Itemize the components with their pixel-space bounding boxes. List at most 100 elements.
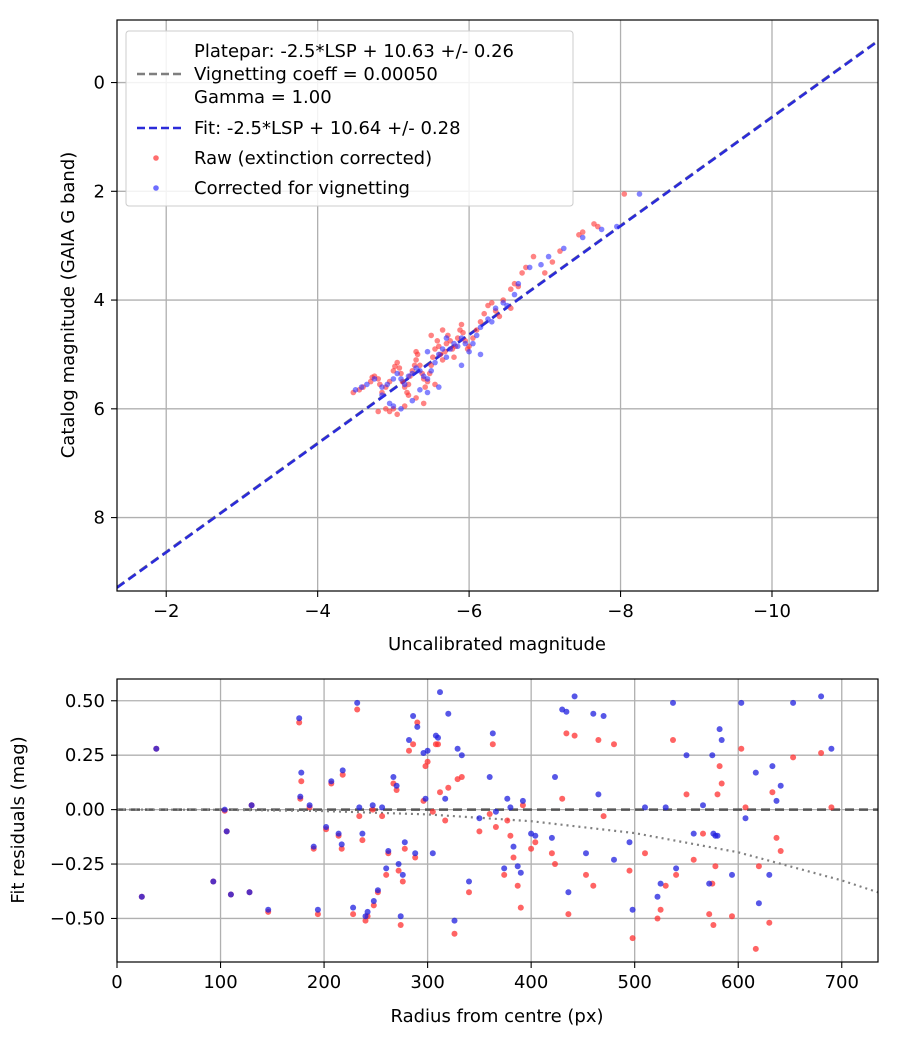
raw-point xyxy=(673,871,680,878)
raw-point xyxy=(370,902,377,909)
corrected-point xyxy=(350,904,357,911)
y-tick-label: 2 xyxy=(94,181,105,202)
corrected-point xyxy=(466,878,472,885)
corrected-point xyxy=(410,713,417,719)
corrected-point xyxy=(401,381,408,388)
raw-point xyxy=(565,911,572,918)
raw-point xyxy=(600,813,607,820)
corrected-point xyxy=(328,778,335,785)
raw-point xyxy=(514,882,521,889)
corrected-point xyxy=(504,795,511,802)
x-tick-label: 300 xyxy=(410,972,444,993)
corrected-point xyxy=(437,689,443,696)
raw-point xyxy=(369,806,376,813)
raw-point xyxy=(729,913,735,920)
corrected-point xyxy=(828,745,835,752)
raw-point xyxy=(571,732,578,739)
corrected-point xyxy=(443,354,450,361)
raw-point xyxy=(742,804,749,811)
corrected-point xyxy=(742,815,749,822)
corrected-point xyxy=(406,737,412,743)
corrected-point xyxy=(614,223,620,230)
corrected-point xyxy=(462,340,469,347)
raw-point xyxy=(714,791,721,798)
top-plot-frame xyxy=(116,19,879,592)
x-tick-label: −10 xyxy=(753,601,791,622)
corrected-point xyxy=(429,850,436,857)
corrected-point xyxy=(442,795,449,802)
raw-point xyxy=(517,904,524,911)
raw-point xyxy=(583,871,589,878)
corrected-point xyxy=(552,774,558,780)
corrected-point xyxy=(424,747,431,754)
legend-platepar-line2: Vignetting coeff = 0.00050 xyxy=(194,64,438,85)
raw-point xyxy=(504,817,511,824)
raw-point xyxy=(460,329,466,336)
corrected-point xyxy=(489,319,495,325)
raw-point xyxy=(424,758,431,765)
raw-point xyxy=(466,889,472,896)
raw-point xyxy=(394,411,401,418)
corrected-point xyxy=(565,889,572,896)
raw-point xyxy=(579,229,586,235)
corrected-point xyxy=(398,406,404,412)
corrected-point xyxy=(417,387,423,393)
raw-point xyxy=(393,787,400,793)
raw-point xyxy=(559,795,566,802)
corrected-point xyxy=(545,253,552,260)
raw-point xyxy=(434,338,441,344)
raw-point xyxy=(401,845,408,852)
raw-point xyxy=(356,813,363,820)
corrected-point xyxy=(306,802,313,809)
corrected-point xyxy=(364,381,370,388)
bottom-plot-ticks: 0 100 200 300 400 500 600 700 0.50 0.25 0.00 −0.25 −… xyxy=(50,691,859,993)
corrected-point xyxy=(489,730,496,737)
corrected-point xyxy=(477,324,484,331)
corrected-point xyxy=(371,376,378,382)
corrected-point xyxy=(424,389,431,396)
raw-point xyxy=(496,313,503,320)
raw-point xyxy=(683,791,690,798)
corrected-point xyxy=(265,906,272,913)
corrected-point xyxy=(673,865,680,872)
y-tick-label: −0.25 xyxy=(50,854,105,875)
raw-point xyxy=(420,400,427,407)
raw-point xyxy=(548,850,555,857)
raw-point xyxy=(654,915,661,922)
raw-point xyxy=(405,392,412,399)
raw-point xyxy=(298,778,305,785)
x-tick-label: 600 xyxy=(721,972,755,993)
corrected-point xyxy=(354,699,361,706)
corrected-point xyxy=(571,693,578,700)
top-plot-points xyxy=(350,191,643,418)
y-tick-label: 4 xyxy=(94,290,105,311)
raw-point xyxy=(755,863,762,870)
raw-point xyxy=(508,286,514,293)
corrected-point xyxy=(432,359,438,366)
bottom-plot-grid xyxy=(116,679,878,962)
corrected-point xyxy=(729,871,735,878)
corrected-point xyxy=(595,791,602,798)
raw-point xyxy=(590,882,597,889)
corrected-point xyxy=(790,699,797,706)
bottom-plot: 0 100 200 300 400 500 600 700 0.50 0.25 0.00 −0.25 −… xyxy=(8,678,879,1027)
corrected-point xyxy=(338,841,345,848)
legend-platepar-line1: Platepar: -2.5*LSP + 10.63 +/- 0.26 xyxy=(194,41,514,62)
corrected-point xyxy=(409,397,416,404)
corrected-point xyxy=(755,900,762,907)
corrected-point xyxy=(458,335,465,341)
corrected-point xyxy=(436,351,442,358)
corrected-point xyxy=(398,376,404,382)
raw-point xyxy=(738,745,745,752)
corrected-point xyxy=(492,305,499,312)
raw-point xyxy=(439,327,446,333)
corrected-point xyxy=(517,869,524,876)
raw-point xyxy=(396,365,403,371)
raw-point xyxy=(818,750,825,756)
corrected-point xyxy=(716,726,723,733)
y-tick-label: 0 xyxy=(94,73,105,94)
raw-point xyxy=(642,850,648,857)
raw-point xyxy=(519,802,526,809)
